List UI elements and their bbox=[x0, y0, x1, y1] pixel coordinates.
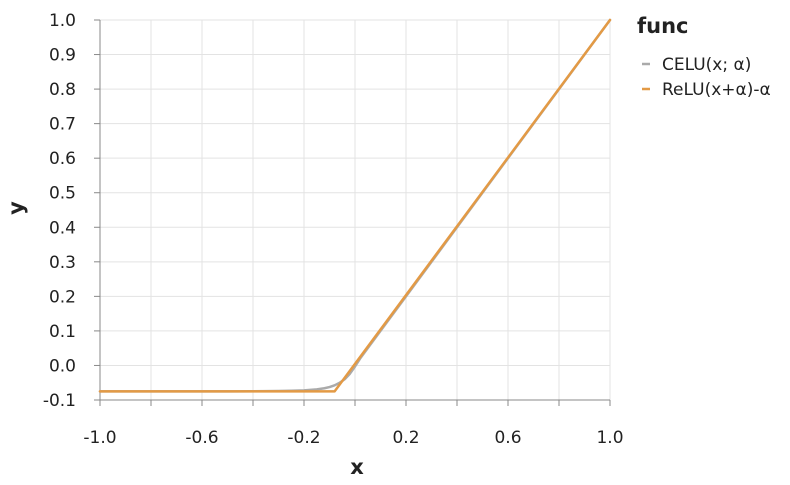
x-tick-label: -0.6 bbox=[185, 428, 218, 448]
series-lines bbox=[98, 18, 612, 393]
y-axis-ticks: -0.1 0.0 0.1 0.2 0.3 0.4 0.5 0.6 0.7 0.8 0.9 1.0 bbox=[43, 11, 100, 411]
legend: func CELU(x; α) ReLU(x+α)-α bbox=[637, 14, 771, 100]
y-tick-label: 0.8 bbox=[49, 80, 76, 100]
x-tick-label: 1.0 bbox=[596, 428, 623, 448]
gridlines bbox=[99, 19, 611, 401]
x-axis-title: x bbox=[350, 455, 364, 479]
y-tick-label: 1.0 bbox=[49, 11, 76, 31]
y-tick-label: 0.5 bbox=[49, 184, 76, 204]
legend-label: CELU(x; α) bbox=[662, 55, 751, 75]
x-tick-label: 0.2 bbox=[392, 428, 419, 448]
y-tick-label: 0.0 bbox=[49, 356, 76, 376]
y-tick-label: 0.3 bbox=[49, 253, 76, 273]
x-tick-label: 0.6 bbox=[494, 428, 521, 448]
y-tick-label: -0.1 bbox=[43, 391, 76, 411]
y-tick-label: 0.7 bbox=[49, 115, 76, 135]
y-tick-label: 0.2 bbox=[49, 287, 76, 307]
legend-title: func bbox=[637, 14, 689, 38]
y-tick-label: 0.9 bbox=[49, 46, 76, 66]
y-tick-label: 0.6 bbox=[49, 149, 76, 169]
legend-label: ReLU(x+α)-α bbox=[662, 80, 771, 100]
y-tick-label: 0.1 bbox=[49, 322, 76, 342]
x-axis-ticks: -1.0 -0.6 -0.2 0.2 0.6 1.0 bbox=[83, 400, 624, 448]
y-axis-title: y bbox=[4, 201, 28, 215]
x-tick-label: -1.0 bbox=[83, 428, 116, 448]
y-tick-label: 0.4 bbox=[49, 218, 76, 238]
series-line-relu bbox=[98, 18, 612, 393]
x-tick-label: -0.2 bbox=[287, 428, 320, 448]
